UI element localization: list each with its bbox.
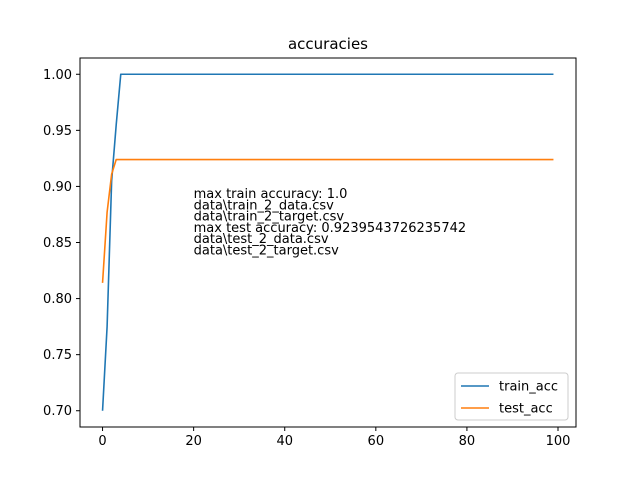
x-tick-label: 60	[368, 434, 385, 449]
y-tick-label: 0.95	[43, 124, 72, 139]
annotation-line: data\train_2_data.csv	[194, 198, 335, 213]
annotation-line: max test accuracy: 0.9239543726235742	[194, 221, 467, 236]
annotation-line: data\test_2_target.csv	[194, 244, 339, 259]
x-tick-label: 20	[185, 434, 202, 449]
plot-area: 0 20 40 60 80 100 0.70 0.75 0.80 0.85 0.90 0.95 1.00	[43, 57, 577, 449]
y-tick-label: 1.00	[43, 68, 72, 83]
y-tick-label: 0.75	[43, 348, 72, 363]
y-tick-label: 0.70	[43, 404, 72, 419]
annotation-line: max train accuracy: 1.0	[194, 187, 348, 202]
x-tick-label: 0	[98, 434, 106, 449]
annotation-block: max train accuracy: 1.0data\train_2_data…	[194, 187, 467, 259]
legend-label-train_acc: train_acc	[499, 380, 558, 395]
x-tick-label: 40	[276, 434, 293, 449]
chart-title: accuracies	[288, 35, 368, 53]
legend-label-test_acc: test_acc	[499, 402, 553, 417]
series-line-test_acc	[101, 158, 554, 283]
y-tick-label: 0.80	[43, 292, 72, 307]
y-tick-label: 0.90	[43, 180, 72, 195]
legend: train_acc test_acc	[454, 372, 569, 421]
annotation-line: data\test_2_data.csv	[194, 232, 329, 247]
series-line-train_acc	[101, 73, 554, 411]
x-tick-label: 80	[459, 434, 476, 449]
y-tick-label: 0.85	[43, 236, 72, 251]
annotation-line: data\train_2_target.csv	[194, 210, 345, 225]
x-tick-label: 100	[546, 434, 571, 449]
